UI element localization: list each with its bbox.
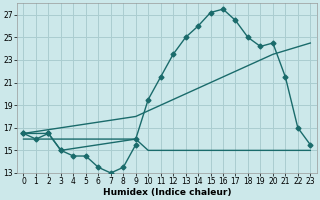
X-axis label: Humidex (Indice chaleur): Humidex (Indice chaleur): [103, 188, 231, 197]
